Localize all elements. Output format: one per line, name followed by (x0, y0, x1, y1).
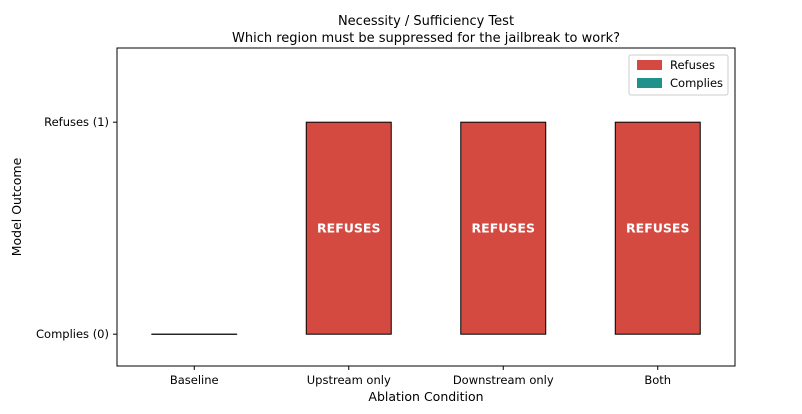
y-tick-label-refuses-1: Refuses (1) (44, 115, 109, 129)
x-tick-label-both: Both (644, 373, 671, 387)
bar-upstream-only (305, 121, 392, 335)
legend-swatch-complies (637, 78, 662, 88)
plot-frame (116, 47, 736, 367)
bar-downstream-only (460, 121, 547, 335)
x-ticks-group: Baseline Upstream only Downstream only Both (170, 366, 671, 387)
legend-label-complies: Complies (670, 76, 723, 90)
y-ticks-group: Complies (0) Refuses (1) (36, 115, 117, 341)
chart-title: Necessity / Sufficiency Test (338, 14, 514, 29)
x-axis-label: Ablation Condition (368, 389, 483, 404)
bar-label-upstream-only: REFUSES (317, 221, 380, 236)
legend-swatch-refuses (637, 60, 662, 70)
chart-subtitle: Which region must be suppressed for the … (232, 31, 620, 46)
y-tick-label-complies-0: Complies (0) (36, 327, 109, 341)
bar-label-downstream-only: REFUSES (472, 221, 535, 236)
x-tick-label-baseline: Baseline (170, 373, 219, 387)
legend: Refuses Complies (628, 54, 729, 96)
x-tick-label-upstream-only: Upstream only (307, 373, 391, 387)
x-tick-label-downstream-only: Downstream only (453, 373, 554, 387)
legend-label-refuses: Refuses (670, 58, 715, 72)
bars-group: REFUSES REFUSES REFUSES (151, 121, 701, 335)
bar-both (614, 121, 701, 335)
y-axis-label: Model Outcome (9, 157, 24, 256)
bar-label-both: REFUSES (626, 221, 689, 236)
